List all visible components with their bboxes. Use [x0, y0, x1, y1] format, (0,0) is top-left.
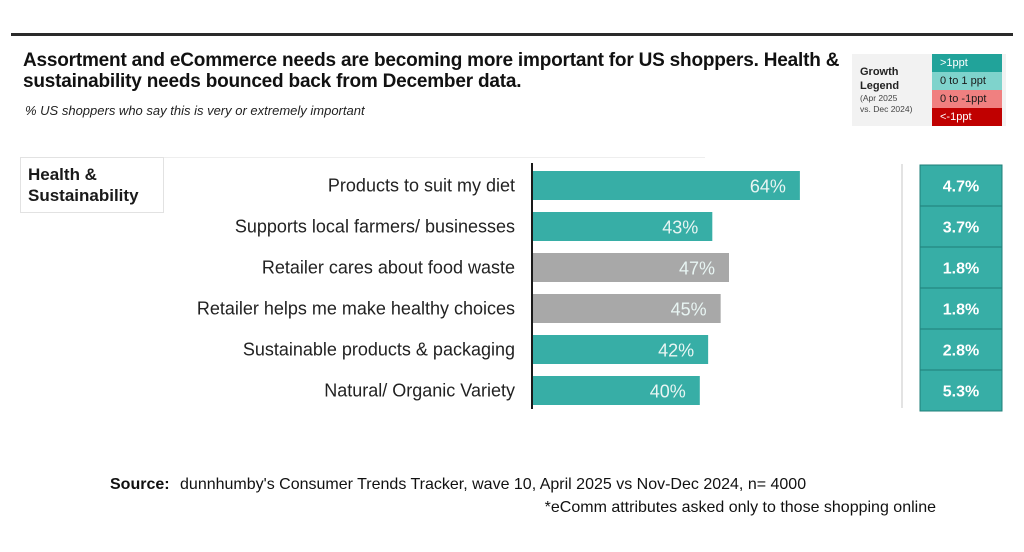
bar [533, 171, 800, 200]
top-rule [11, 33, 1013, 36]
legend-item: <-1ppt [932, 108, 1002, 126]
category-label: Supports local farmers/ businesses [235, 217, 515, 237]
legend-item: 0 to 1 ppt [932, 72, 1002, 90]
section-label: Health & Sustainability [28, 164, 139, 206]
category-label: Retailer cares about food waste [262, 258, 515, 278]
bar [533, 212, 713, 241]
legend-title: Growth Legend [860, 65, 899, 93]
section-label-line1: Health & [28, 165, 97, 184]
source-note: Source: dunnhumby's Consumer Trends Trac… [110, 476, 806, 494]
bar-value-label: 42% [658, 341, 694, 361]
header-rule [164, 157, 705, 158]
section-label-box: Health & Sustainability [20, 157, 164, 213]
chart-subtitle: % US shoppers who say this is very or ex… [25, 103, 365, 118]
bar-value-label: 40% [650, 382, 686, 402]
legend-item: 0 to -1ppt [932, 90, 1002, 108]
category-label: Retailer helps me make healthy choices [197, 299, 515, 319]
bar [533, 294, 721, 323]
bar [533, 253, 729, 282]
growth-cell [919, 205, 1003, 248]
growth-value-label: 5.3% [943, 384, 979, 401]
source-text: dunnhumby's Consumer Trends Tracker, wav… [180, 476, 807, 493]
chart-title: Assortment and eCommerce needs are becom… [23, 50, 840, 92]
bar-value-label: 47% [679, 259, 715, 279]
bar [533, 335, 709, 364]
growth-value-label: 1.8% [943, 302, 979, 319]
growth-value-label: 1.8% [943, 261, 979, 278]
legend-subtitle: (Apr 2025 vs. Dec 2024) [860, 93, 912, 115]
growth-value-label: 4.7% [943, 179, 979, 196]
growth-cell [919, 369, 1003, 412]
bar [533, 376, 700, 405]
bar-value-label: 64% [750, 177, 786, 197]
category-label: Natural/ Organic Variety [324, 381, 515, 401]
source-label: Source: [110, 476, 170, 493]
legend-swatches: >1ppt 0 to 1 ppt 0 to -1ppt <-1ppt [932, 54, 1002, 126]
section-label-line2: Sustainability [28, 186, 139, 205]
category-label: Sustainable products & packaging [243, 340, 515, 360]
legend-sub-line2: vs. Dec 2024) [860, 104, 913, 114]
growth-cell [919, 246, 1003, 289]
footnote: *eComm attributes asked only to those sh… [544, 499, 936, 516]
legend-title-line2: Legend [860, 80, 900, 92]
bar-value-label: 45% [671, 300, 707, 320]
growth-value-label: 3.7% [943, 220, 979, 237]
legend-item: >1ppt [932, 54, 1002, 72]
growth-value-label: 2.8% [943, 343, 979, 360]
legend-title-line1: Growth [860, 66, 899, 78]
growth-cell [919, 287, 1003, 330]
category-label: Products to suit my diet [328, 176, 515, 196]
legend-sub-line1: (Apr 2025 [860, 93, 898, 103]
bar-value-label: 43% [662, 218, 698, 238]
